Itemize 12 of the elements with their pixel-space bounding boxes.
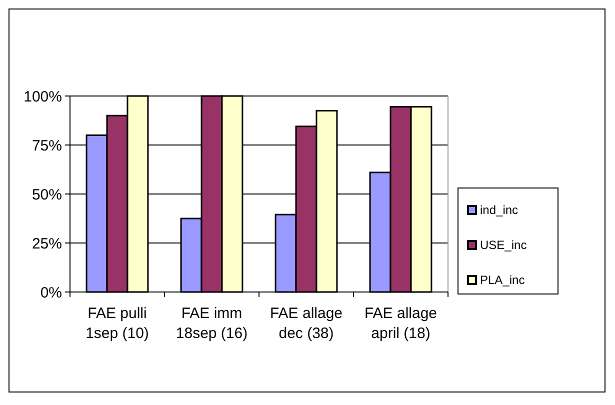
- y-tick-label: 0%: [40, 284, 62, 302]
- legend-label: USE_inc: [480, 238, 527, 252]
- y-tick-label: 25%: [32, 235, 62, 252]
- x-tick-label: FAE allage april (18): [364, 305, 438, 342]
- x-tick-label: FAE pulli 1sep (10): [86, 305, 149, 342]
- x-tick-label: FAE imm 18sep (16): [176, 305, 248, 342]
- x-tick-label: FAE allage dec (38): [270, 305, 343, 342]
- y-tick-label: 75%: [32, 137, 62, 154]
- legend-label: ind_inc: [480, 203, 518, 218]
- legend-label: PLA_inc: [480, 273, 525, 288]
- y-tick-label: 50%: [32, 186, 62, 204]
- y-tick-label: 100%: [24, 88, 62, 106]
